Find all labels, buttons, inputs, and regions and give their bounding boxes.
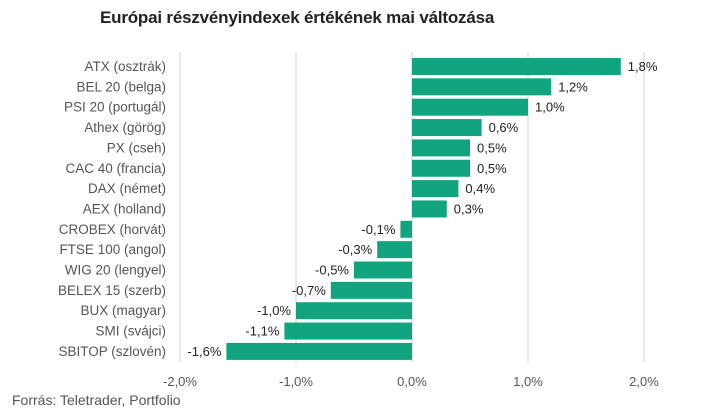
- value-label: -0,1%: [361, 222, 395, 237]
- category-label: WIG 20 (lengyel): [65, 263, 166, 278]
- value-label: -1,6%: [187, 344, 221, 359]
- category-labels: ATX (osztrák) BEL 20 (belga) PSI 20 (portu…: [58, 59, 166, 359]
- bar: [330, 281, 412, 299]
- bar: [226, 342, 412, 360]
- value-label: -1,0%: [257, 303, 291, 318]
- category-label: CAC 40 (francia): [65, 161, 166, 176]
- category-label: BELEX 15 (szerb): [58, 283, 166, 298]
- value-label: -1,1%: [245, 324, 279, 339]
- bar: [412, 58, 621, 75]
- category-label: ATX (osztrák): [84, 59, 166, 74]
- x-tick-label: 2,0%: [629, 374, 659, 389]
- bar: [412, 200, 447, 218]
- bar: [412, 139, 470, 157]
- category-label: BUX (magyar): [80, 303, 166, 318]
- value-label: 0,5%: [477, 140, 507, 155]
- bar: [412, 78, 552, 96]
- category-label: BEL 20 (belga): [76, 79, 166, 94]
- source-note: Forrás: Teletrader, Portfolio: [12, 392, 181, 408]
- bar: [354, 261, 412, 279]
- category-label: CROBEX (horvát): [59, 222, 166, 237]
- value-label: -0,7%: [292, 283, 326, 298]
- bar: [400, 220, 412, 238]
- bar: [412, 119, 482, 137]
- bar: [412, 159, 470, 177]
- value-label: -0,5%: [315, 263, 349, 278]
- x-axis-ticks: -2,0% -1,0% 0,0% 1,0% 2,0%: [163, 374, 659, 389]
- value-label: 0,3%: [454, 201, 484, 216]
- x-tick-label: 1,0%: [513, 374, 543, 389]
- x-tick-label: -1,0%: [279, 374, 313, 389]
- bar: [412, 98, 528, 116]
- bars: [226, 58, 621, 360]
- chart-title: Európai részvényindexek értékének mai vá…: [100, 8, 495, 27]
- category-label: SBITOP (szlovén): [58, 344, 166, 359]
- value-label: 1,8%: [628, 59, 658, 74]
- category-label: PSI 20 (portugál): [64, 100, 166, 115]
- bar: [284, 322, 412, 340]
- value-label: 1,2%: [558, 79, 588, 94]
- x-tick-label: -2,0%: [163, 374, 197, 389]
- value-label: 0,4%: [465, 181, 495, 196]
- value-label: 1,0%: [535, 100, 565, 115]
- value-labels: 1,8% 1,2% 1,0% 0,6% 0,5% 0,5% 0,4% 0,3% -0,1% -0,…: [187, 59, 657, 359]
- bar: [296, 302, 412, 320]
- bar: [412, 180, 459, 198]
- x-tick-label: 0,0%: [397, 374, 427, 389]
- value-label: -0,3%: [338, 242, 372, 257]
- category-label: FTSE 100 (angol): [59, 242, 166, 257]
- category-label: AEX (holland): [83, 201, 166, 216]
- value-label: 0,6%: [489, 120, 519, 135]
- category-label: Athex (görög): [84, 120, 166, 135]
- value-label: 0,5%: [477, 161, 507, 176]
- bar: [377, 241, 412, 259]
- category-label: DAX (német): [88, 181, 166, 196]
- category-label: SMI (svájci): [96, 324, 167, 339]
- category-label: PX (cseh): [107, 140, 166, 155]
